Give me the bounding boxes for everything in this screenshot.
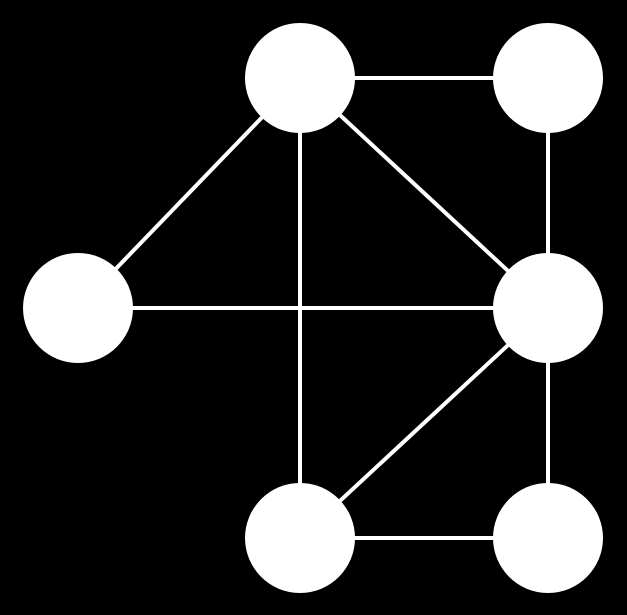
graph-node — [493, 483, 603, 593]
graph-node — [493, 253, 603, 363]
graph-node — [23, 253, 133, 363]
graph-node — [245, 23, 355, 133]
graph-node — [245, 483, 355, 593]
graph-node — [493, 23, 603, 133]
network-graph — [0, 0, 627, 615]
